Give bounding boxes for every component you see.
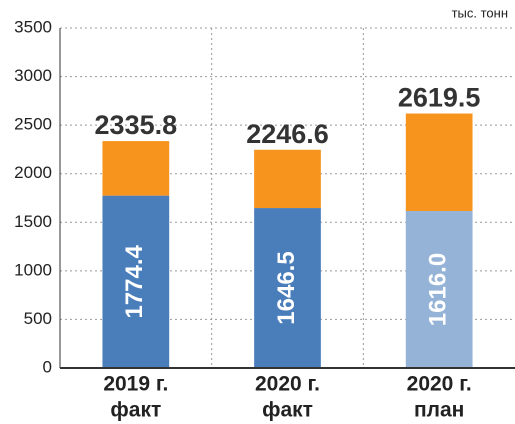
x-tick-label: 2020 г. bbox=[255, 373, 320, 396]
y-tick-label: 3500 bbox=[14, 17, 52, 36]
value-label: 1616.0 bbox=[425, 253, 452, 326]
value-label: 1774.4 bbox=[121, 244, 148, 318]
x-tick-label: факт bbox=[110, 399, 161, 422]
bar-segment bbox=[254, 149, 321, 209]
bar-segment bbox=[405, 211, 473, 368]
y-tick-label: 2500 bbox=[14, 115, 52, 134]
total-label: 2335.8 bbox=[95, 110, 178, 140]
total-label: 2619.5 bbox=[398, 83, 481, 113]
x-tick-label: факт bbox=[262, 399, 313, 422]
x-tick-label: 2019 г. bbox=[103, 373, 168, 396]
y-tick-label: 1000 bbox=[14, 260, 52, 279]
y-tick-label: 500 bbox=[24, 309, 52, 328]
y-tick-label: 1500 bbox=[14, 212, 52, 231]
x-tick-label: план bbox=[414, 399, 464, 422]
bar-segment bbox=[102, 195, 170, 368]
bar-segment bbox=[405, 113, 473, 212]
bar-segment bbox=[254, 208, 321, 368]
y-tick-label: 0 bbox=[43, 357, 52, 376]
bar-segment bbox=[102, 141, 170, 196]
x-tick-label: 2020 г. bbox=[407, 373, 472, 396]
y-tick-label: 2000 bbox=[14, 163, 52, 182]
total-label: 2246.6 bbox=[246, 119, 329, 149]
unit-label: тыс. тонн bbox=[452, 5, 508, 20]
y-tick-label: 3000 bbox=[14, 66, 52, 85]
value-label: 1646.5 bbox=[273, 251, 300, 324]
